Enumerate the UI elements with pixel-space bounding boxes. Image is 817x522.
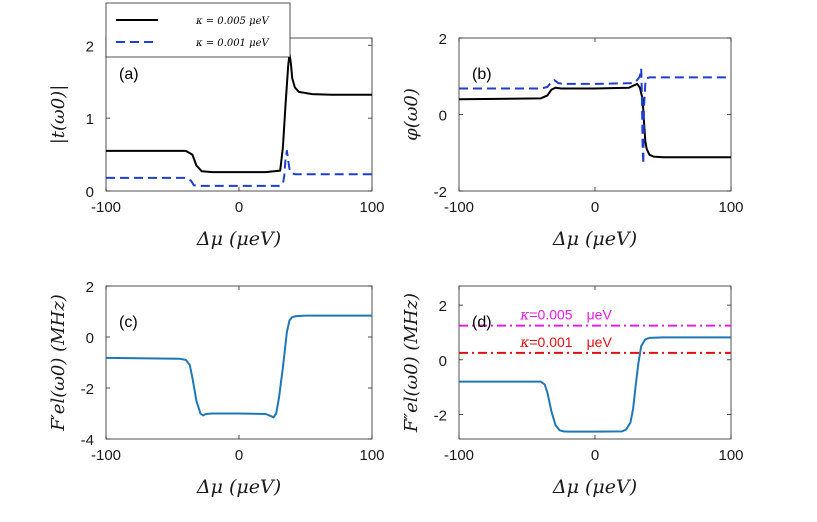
annotation-unit: μeV	[587, 334, 613, 350]
series-line-0	[459, 336, 731, 433]
series-group	[106, 53, 372, 187]
series-line-1	[106, 149, 372, 187]
series-line-1	[459, 67, 731, 166]
y-axis-label: F″el(ω0) (MHz)	[401, 293, 422, 433]
y-tick-label: 2	[439, 298, 447, 315]
y-tick-label: -2	[81, 381, 94, 398]
x-axis-label: Δμ (μeV)	[552, 228, 637, 250]
x-tick-label: 100	[359, 199, 384, 216]
x-tick-label: -100	[444, 199, 474, 216]
x-axis-label: Δμ (μeV)	[196, 476, 281, 498]
y-tick-label: 0	[439, 353, 447, 370]
series-line-0	[106, 53, 372, 174]
x-tick-label: 100	[718, 199, 743, 216]
y-tick-label: 1	[86, 111, 94, 128]
annotation-value: =0.001	[529, 334, 572, 350]
x-tick-label: 0	[591, 447, 599, 464]
panel-label: (d)	[472, 314, 492, 331]
axes-box	[105, 37, 373, 192]
legend-box	[105, 2, 291, 58]
x-axis-label: Δμ (μeV)	[196, 228, 281, 250]
annotation-1: κ=0.001 μeV	[519, 334, 612, 351]
series-line-0	[106, 314, 372, 419]
y-axis-label: |t(ω0)|	[48, 85, 69, 145]
series-group	[106, 314, 372, 419]
y-tick-label: 0	[439, 108, 447, 125]
x-tick-label: 0	[235, 447, 243, 464]
x-tick-label: 0	[591, 199, 599, 216]
legend-label-1: κ = 0.001 μeV	[195, 38, 271, 49]
series-group	[459, 67, 731, 166]
axes-box	[458, 37, 732, 192]
panel-label: (b)	[472, 66, 492, 83]
y-tick-label: 2	[439, 31, 447, 48]
panel-label: (c)	[119, 314, 138, 331]
x-tick-label: -100	[91, 199, 121, 216]
panel-label: (a)	[119, 66, 139, 83]
x-tick-label: 100	[718, 447, 743, 464]
y-tick-label: 2	[86, 38, 94, 55]
x-tick-label: 0	[235, 199, 243, 216]
axes-box	[105, 285, 373, 440]
annotation-0: κ=0.005 μeV	[519, 307, 612, 324]
x-axis-label: Δμ (μeV)	[552, 476, 637, 498]
legend-label-0: κ = 0.005 μeV	[195, 16, 271, 27]
series-line-0	[459, 82, 731, 159]
x-tick-label: 100	[359, 447, 384, 464]
y-axis-label: φ(ω0)	[401, 88, 422, 141]
x-tick-label: -100	[91, 447, 121, 464]
panel-c: -100 0 100 -4 -2 0 2 Δμ (μeV) F′el(ω0) (MHz) (c)	[48, 279, 385, 498]
legend: κ = 0.005 μeV κ = 0.001 μeV	[105, 2, 291, 58]
annotation-kappa: κ	[519, 308, 529, 324]
annotation-unit: μeV	[587, 307, 613, 323]
y-tick-label: 0	[86, 184, 94, 201]
series-group	[459, 324, 731, 433]
y-tick-label: 2	[86, 279, 94, 296]
annotation-value: =0.005	[529, 307, 572, 323]
panel-d: -100 0 100 -2 0 2 Δμ (μeV) F″el(ω0) (MHz) (d) κ=0…	[401, 285, 744, 498]
y-tick-label: -4	[81, 432, 94, 449]
y-tick-label: -2	[434, 407, 447, 424]
annotation-kappa: κ	[519, 335, 529, 351]
panel-b: -100 0 100 -2 0 2 Δμ (μeV) φ(ω0) (b)	[401, 31, 744, 250]
y-axis-label: F′el(ω0) (MHz)	[48, 294, 69, 432]
y-tick-label: 0	[86, 330, 94, 347]
y-tick-label: -2	[434, 184, 447, 201]
x-tick-label: -100	[444, 447, 474, 464]
